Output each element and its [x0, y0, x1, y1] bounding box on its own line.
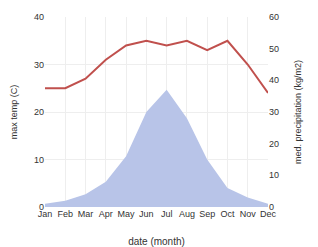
svg-text:0: 0: [39, 202, 44, 212]
svg-text:Jan: Jan: [38, 209, 53, 219]
svg-text:30: 30: [269, 107, 279, 117]
svg-text:Sep: Sep: [199, 209, 215, 219]
svg-text:Aug: Aug: [179, 209, 195, 219]
svg-text:Oct: Oct: [220, 209, 235, 219]
svg-text:0: 0: [269, 202, 274, 212]
svg-text:Mar: Mar: [78, 209, 94, 219]
svg-text:Apr: Apr: [99, 209, 113, 219]
svg-text:Feb: Feb: [58, 209, 74, 219]
svg-text:20: 20: [269, 139, 279, 149]
svg-text:50: 50: [269, 44, 279, 54]
svg-text:60: 60: [269, 12, 279, 22]
svg-text:Jul: Jul: [161, 209, 173, 219]
svg-text:30: 30: [34, 60, 44, 70]
svg-text:max temp (C): max temp (C): [9, 85, 19, 140]
svg-text:med. precipitation (kg/m2): med. precipitation (kg/m2): [293, 60, 303, 164]
svg-text:20: 20: [34, 107, 44, 117]
svg-text:Jun: Jun: [139, 209, 154, 219]
svg-text:Dec: Dec: [260, 209, 277, 219]
svg-text:40: 40: [269, 75, 279, 85]
svg-text:Nov: Nov: [240, 209, 257, 219]
svg-text:date (month): date (month): [128, 236, 185, 247]
svg-text:10: 10: [269, 170, 279, 180]
svg-text:May: May: [118, 209, 136, 219]
svg-text:40: 40: [34, 12, 44, 22]
svg-text:10: 10: [34, 155, 44, 165]
